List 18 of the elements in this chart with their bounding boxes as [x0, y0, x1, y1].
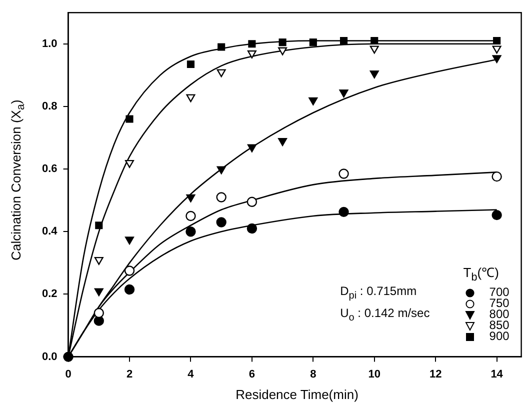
y-tick-label: 0.4 [42, 226, 58, 238]
annotation: D$_{pi}$ : 0.715mm [340, 284, 418, 301]
y-tick-label: 0.8 [42, 100, 58, 113]
x-tick-label: 12 [429, 368, 442, 380]
y-tick-label: 0.6 [42, 163, 58, 176]
y-tick-label: 0.2 [42, 288, 58, 300]
x-tick-label: 8 [310, 368, 316, 380]
x-tick-label: 14 [490, 368, 504, 380]
annotation: U$_{o}$ : 0.142 m/sec [340, 306, 430, 324]
y-tick-label: 0.0 [42, 350, 58, 363]
legend-title: T$_{b}$(℃) [463, 264, 500, 284]
x-tick-label: 6 [248, 368, 256, 380]
x-tick-label: 10 [368, 368, 381, 380]
y-tick-label: 1.0 [42, 38, 58, 50]
x-tick-label: 0 [65, 368, 72, 380]
x-tick-label: 4 [188, 368, 195, 380]
x-axis-title: Residence Time(min) [236, 387, 358, 402]
x-tick-label: 2 [126, 368, 133, 380]
